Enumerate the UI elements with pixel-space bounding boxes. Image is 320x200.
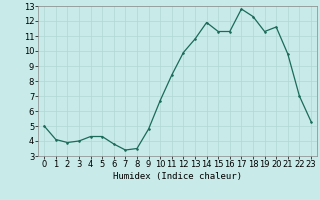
X-axis label: Humidex (Indice chaleur): Humidex (Indice chaleur) [113,172,242,181]
